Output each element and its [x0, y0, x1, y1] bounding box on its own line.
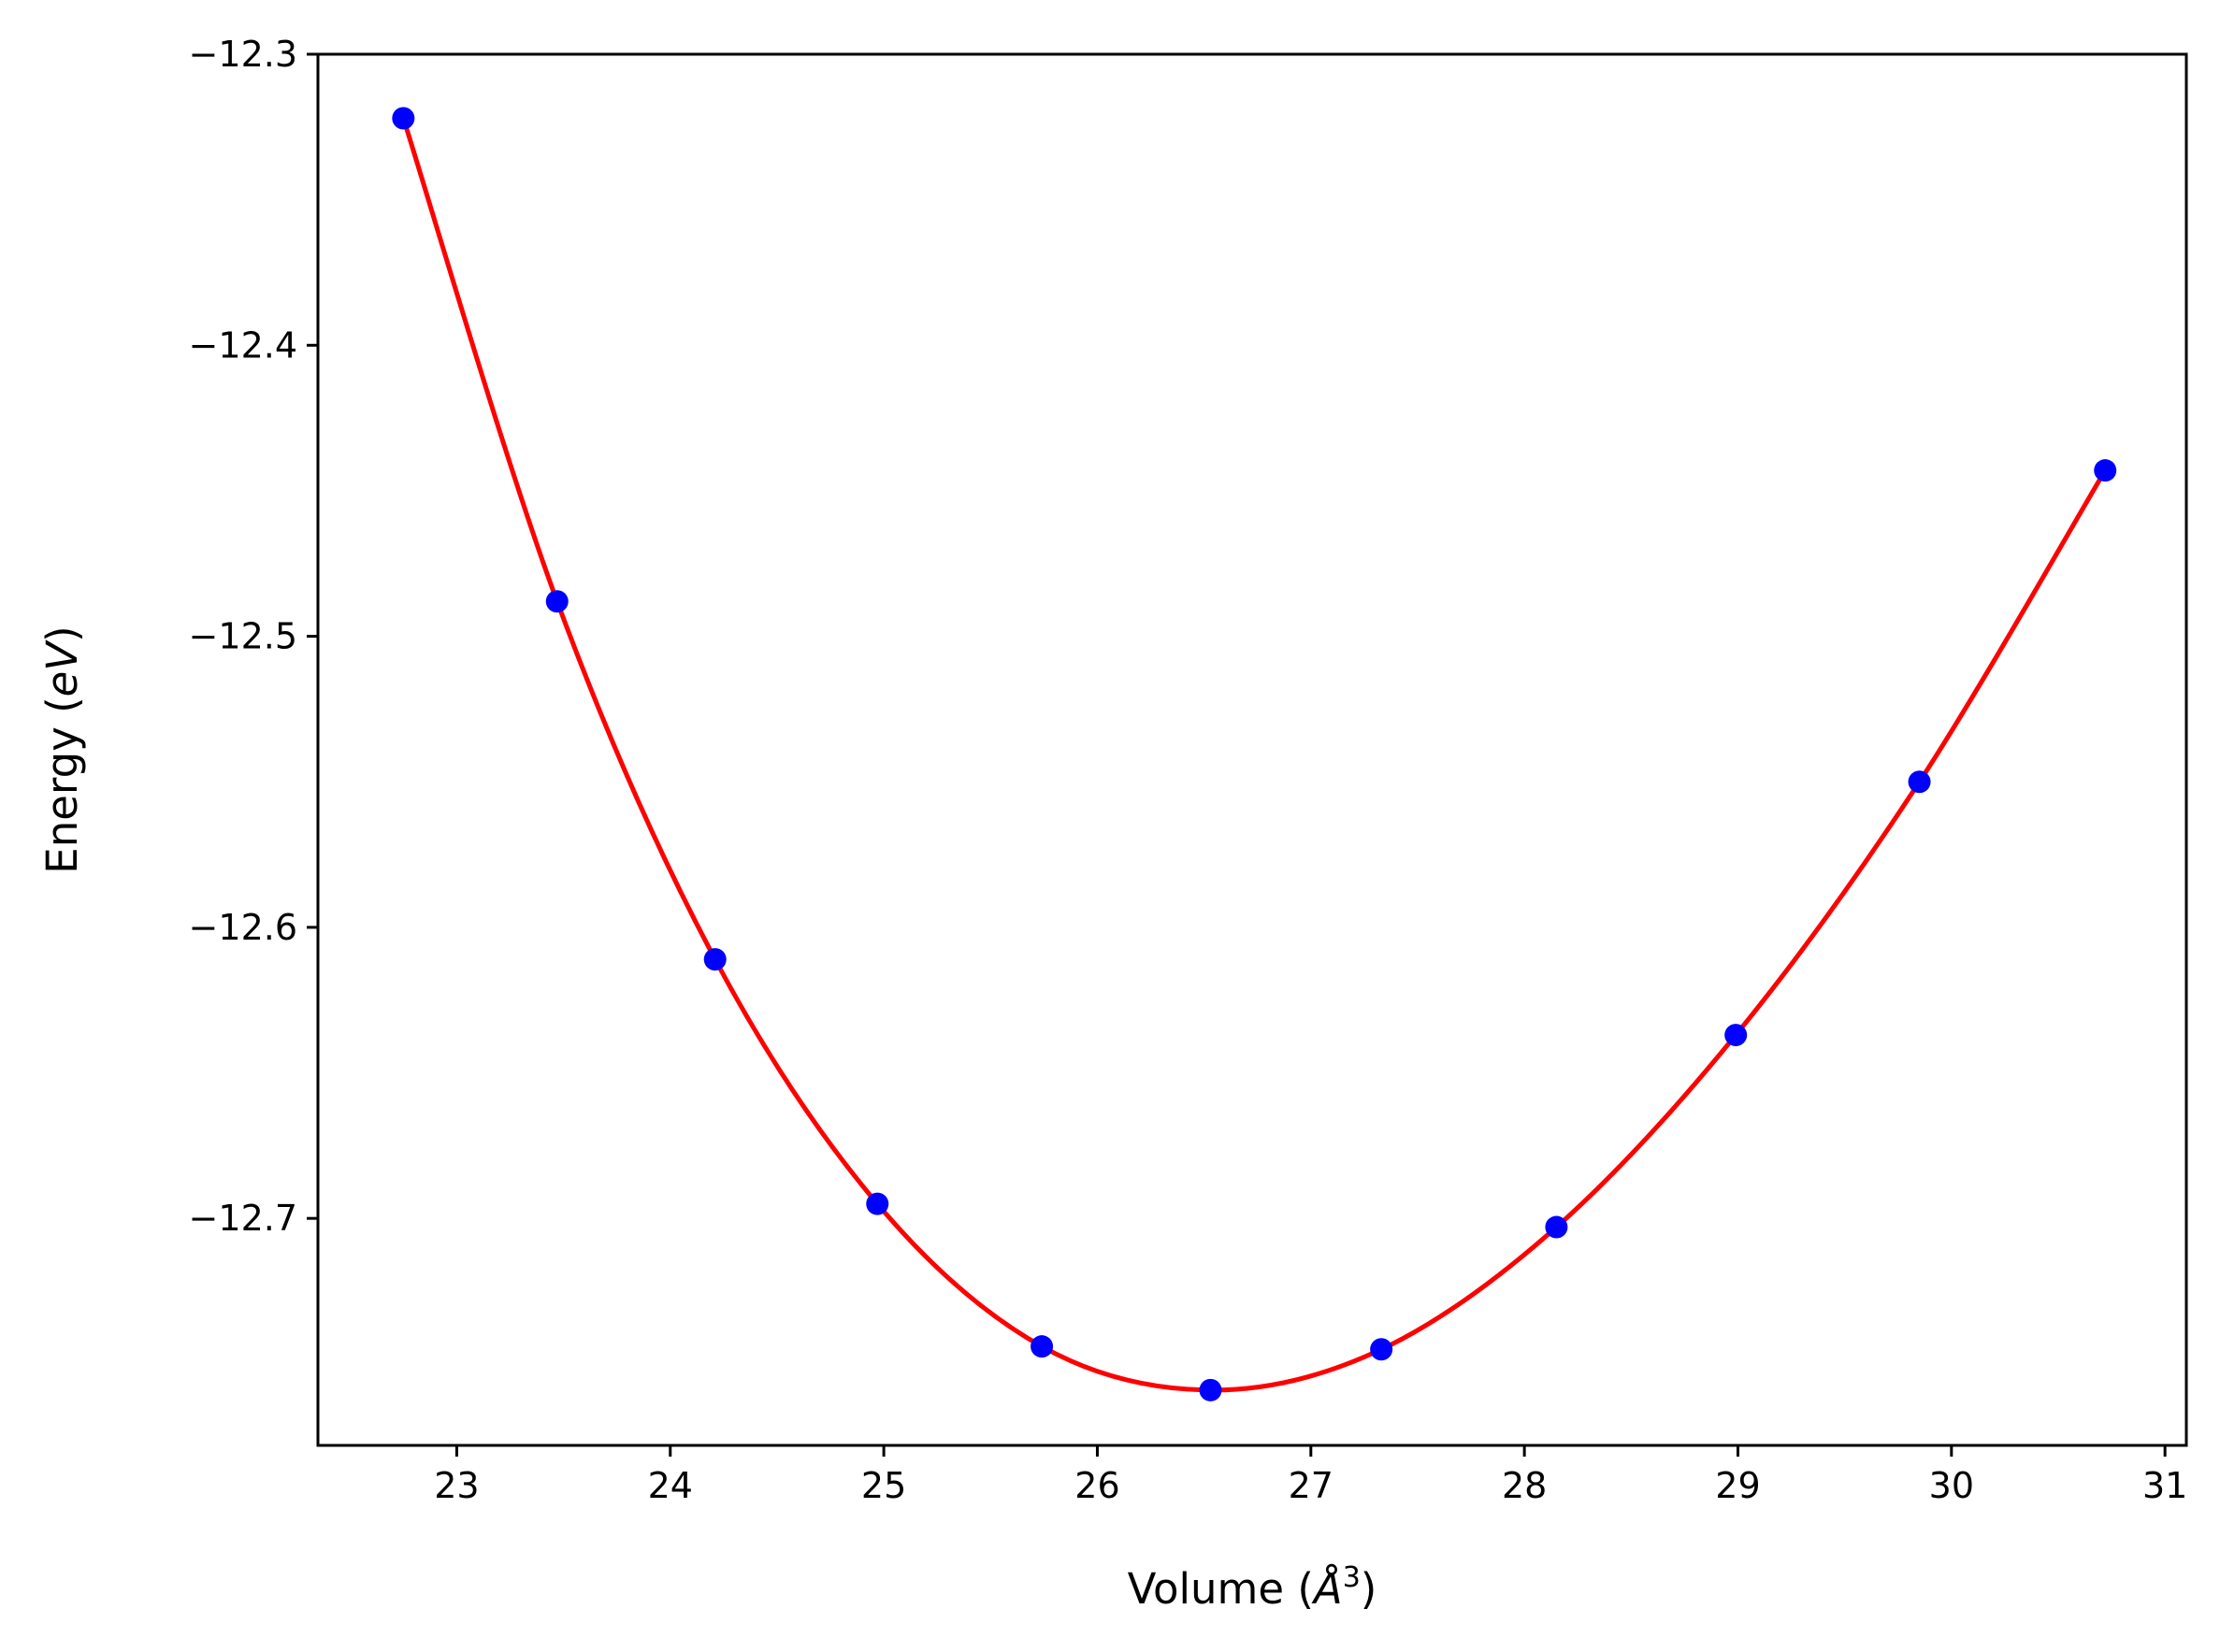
data-point	[866, 1192, 889, 1215]
data-point	[1199, 1378, 1222, 1401]
data-point	[545, 590, 569, 613]
axes-frame	[316, 52, 2188, 1447]
x-tick-label: 26	[1074, 1465, 1119, 1506]
data-point	[392, 107, 415, 130]
data-point	[1545, 1215, 1568, 1239]
y-tick-label: −12.5	[189, 616, 297, 657]
data-point	[1370, 1338, 1393, 1361]
y-tick-label: −12.4	[189, 324, 297, 366]
fit-curve-line	[400, 117, 2108, 1393]
y-tick-label: −12.6	[189, 907, 297, 948]
data-point	[1908, 770, 1931, 794]
plot-area	[392, 107, 2117, 1401]
x-tick-label: 25	[861, 1465, 906, 1506]
y-axis: −12.3 −12.4 −12.5 −12.6 −12.7	[189, 34, 318, 1239]
y-tick-label: −12.3	[189, 34, 297, 75]
data-point	[1724, 1024, 1748, 1047]
x-tick-label: 23	[434, 1465, 479, 1506]
data-point	[703, 948, 727, 971]
x-tick-label: 31	[2142, 1465, 2187, 1506]
x-tick-label: 27	[1289, 1465, 1333, 1506]
x-axis: 23 24 25 26 27 28 29 30 31	[434, 1445, 2187, 1506]
x-tick-label: 29	[1715, 1465, 1760, 1506]
x-tick-label: 30	[1929, 1465, 1974, 1506]
data-point	[2094, 459, 2117, 482]
data-point	[1031, 1335, 1054, 1358]
y-axis-label: Energy (eV)	[37, 625, 87, 873]
x-tick-label: 28	[1502, 1465, 1547, 1506]
x-axis-label: Volume (Å3)	[1128, 1561, 1377, 1614]
x-tick-label: 24	[648, 1465, 693, 1506]
y-tick-label: −12.7	[189, 1198, 297, 1239]
